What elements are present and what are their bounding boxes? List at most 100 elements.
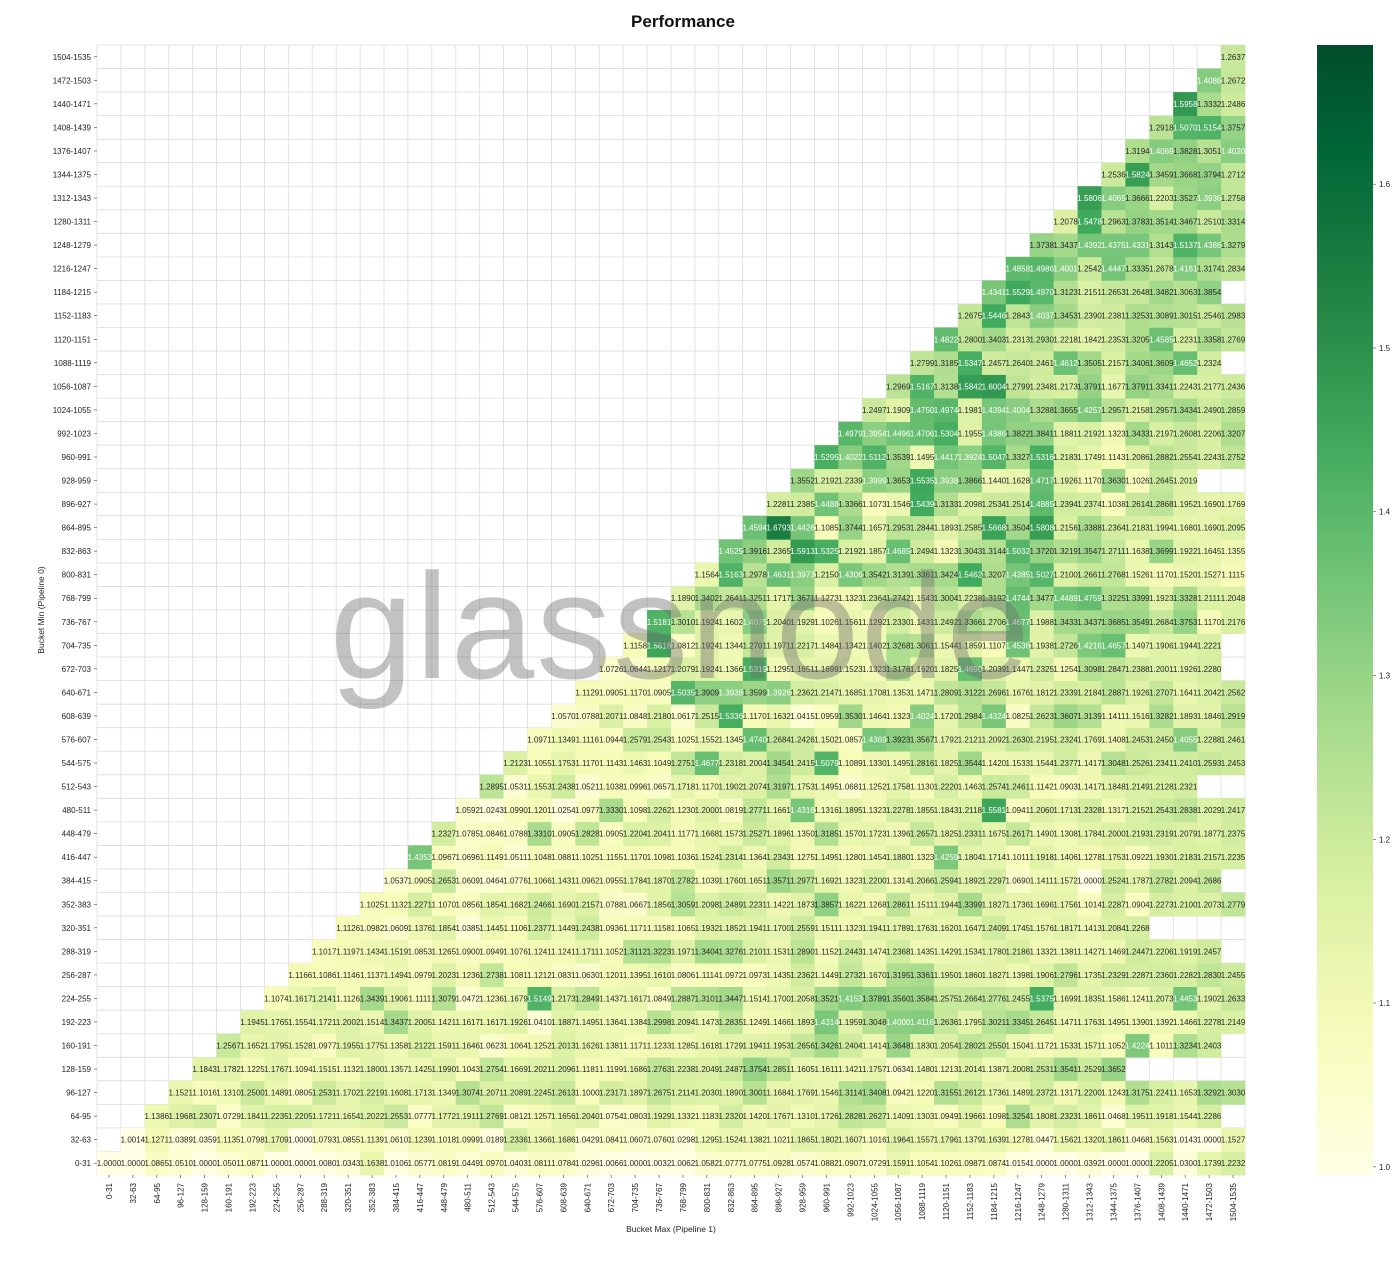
cell-value-label: 1.1098: [647, 853, 672, 862]
x-axis-ticks: 0-31 32-63 64-95 96-127 128-159 160-191 192-22…: [105, 1175, 1238, 1221]
cell-value-label: 1.2390: [1077, 312, 1102, 321]
cell-value-label: 1.1017: [312, 947, 337, 956]
heatmap-cell: [1173, 704, 1198, 729]
heatmap-cell: [718, 821, 744, 846]
cell-value-label: 1.0468: [1125, 1136, 1150, 1145]
heatmap-cell: [1173, 327, 1198, 352]
cell-value-label: 1.2005: [408, 1018, 433, 1027]
cell-value-label: 1.3783: [1125, 218, 1150, 227]
heatmap-cell: [360, 1057, 385, 1082]
cell-value-label: 1.2636: [934, 1018, 959, 1027]
cell-value-label: 1.1411: [1102, 712, 1126, 721]
cell-value-label: 1.1252: [527, 1042, 552, 1051]
heatmap-cell: [838, 704, 863, 729]
cell-value-label: 1.1036: [671, 853, 696, 862]
heatmap-cell: [1221, 303, 1246, 328]
cell-value-label: 1.2436: [1221, 382, 1246, 391]
heatmap-cell: [1149, 327, 1174, 352]
cell-value-label: 1.1349: [551, 735, 576, 744]
heatmap-cell: [1197, 186, 1222, 211]
x-tick-label: 192-223: [248, 1182, 257, 1212]
heatmap-cell: [1053, 421, 1078, 446]
heatmap-cell: [766, 986, 791, 1011]
heatmap-cell: [958, 421, 983, 446]
cell-value-label: 1.5163: [719, 571, 744, 580]
cell-value-label: 1.1016: [192, 1089, 217, 1098]
heatmap-cell: [1077, 798, 1102, 823]
heatmap-cell: [910, 445, 935, 470]
heatmap-cell: [981, 704, 1007, 729]
cell-value-label: 1.3505: [1077, 359, 1102, 368]
cell-value-label: 1.1316: [814, 806, 839, 815]
cell-value-label: 1.2122: [408, 1042, 433, 1051]
cell-value-label: 1.1466: [1173, 1018, 1198, 1027]
cell-value-label: 1.0775: [742, 1159, 767, 1168]
heatmap-cell: [766, 1104, 791, 1129]
heatmap-cell: [1101, 986, 1126, 1011]
cell-value-label: 1.1877: [1197, 830, 1222, 839]
cell-value-label: 1.1449: [814, 971, 839, 980]
cell-value-label: 1.3143: [1149, 241, 1174, 250]
heatmap-cell: [407, 1127, 433, 1152]
cell-value-label: 1.1736: [1006, 900, 1031, 909]
heatmap-cell: [431, 1127, 457, 1152]
cell-value-label: 1.3406: [1125, 359, 1150, 368]
heatmap-cell: [1029, 1127, 1054, 1152]
cell-value-label: 1.1651: [742, 877, 767, 886]
cell-value-label: 1.3791: [1125, 382, 1150, 391]
heatmap-cell: [910, 492, 935, 517]
heatmap-cell: [790, 1010, 815, 1035]
heatmap-cell: [958, 657, 983, 681]
cell-value-label: 1.4392: [1077, 241, 1102, 250]
cell-value-label: 1.1414: [862, 1042, 887, 1051]
cell-value-label: 1.2641: [719, 594, 744, 603]
cell-value-label: 1.1699: [1053, 994, 1078, 1003]
cell-value-label: 1.0298: [671, 1136, 696, 1145]
heatmap-cell: [623, 1080, 648, 1105]
heatmap-cell: [1173, 162, 1198, 187]
heatmap-cell: [599, 916, 624, 940]
cell-value-label: 1.1690: [551, 900, 576, 909]
heatmap-cell: [718, 539, 744, 564]
cell-value-label: 1.2042: [1197, 688, 1222, 697]
heatmap-cell: [1101, 1033, 1126, 1058]
cell-value-label: 1.3185: [814, 830, 839, 839]
heatmap-cell: [360, 892, 385, 917]
heatmap-cell: [527, 986, 552, 1011]
cell-value-label: 1.1376: [408, 924, 433, 933]
heatmap-cell: [623, 1057, 648, 1082]
cell-value-label: 1.3954: [862, 429, 887, 438]
heatmap-cell: [742, 633, 767, 658]
cell-value-label: 1.1323: [886, 712, 911, 721]
cell-value-label: 1.3332: [1197, 100, 1222, 109]
cell-value-label: 1.1531: [766, 947, 791, 956]
heatmap-cell: [958, 633, 983, 658]
heatmap-cell: [455, 916, 480, 940]
cell-value-label: 1.1861: [1077, 1112, 1102, 1121]
heatmap-cell: [527, 1033, 552, 1058]
heatmap-cell: [503, 774, 528, 799]
heatmap-cell: [1149, 186, 1174, 211]
heatmap-cell: [742, 586, 767, 611]
heatmap-cell: [910, 1057, 935, 1082]
heatmap-cell: [551, 1033, 576, 1058]
cell-value-label: 1.3607: [1053, 712, 1078, 721]
cell-value-label: 1.1767: [766, 1112, 791, 1121]
cell-value-label: 1.2895: [479, 783, 504, 792]
heatmap-cell: [1125, 963, 1150, 987]
cell-value-label: 1.1495: [814, 853, 839, 862]
heatmap-cell: [862, 774, 887, 799]
cell-value-label: 1.1152: [815, 947, 839, 956]
heatmap-cell: [192, 1080, 217, 1105]
cell-value-label: 1.2394: [1053, 500, 1078, 509]
cell-value-label: 1.1524: [695, 853, 720, 862]
heatmap-cell: [575, 1127, 600, 1152]
cell-value-label: 1.1177: [671, 830, 695, 839]
cell-value-label: 1.0531: [503, 783, 528, 792]
heatmap-cell: [455, 798, 480, 823]
cell-value-label: 1.2173: [1053, 382, 1078, 391]
heatmap-cell: [1197, 1151, 1222, 1176]
cell-value-label: 1.1292: [862, 618, 887, 627]
colorbar-tick-label: 1.3: [1379, 672, 1391, 681]
heatmap-cell: [1005, 374, 1031, 399]
